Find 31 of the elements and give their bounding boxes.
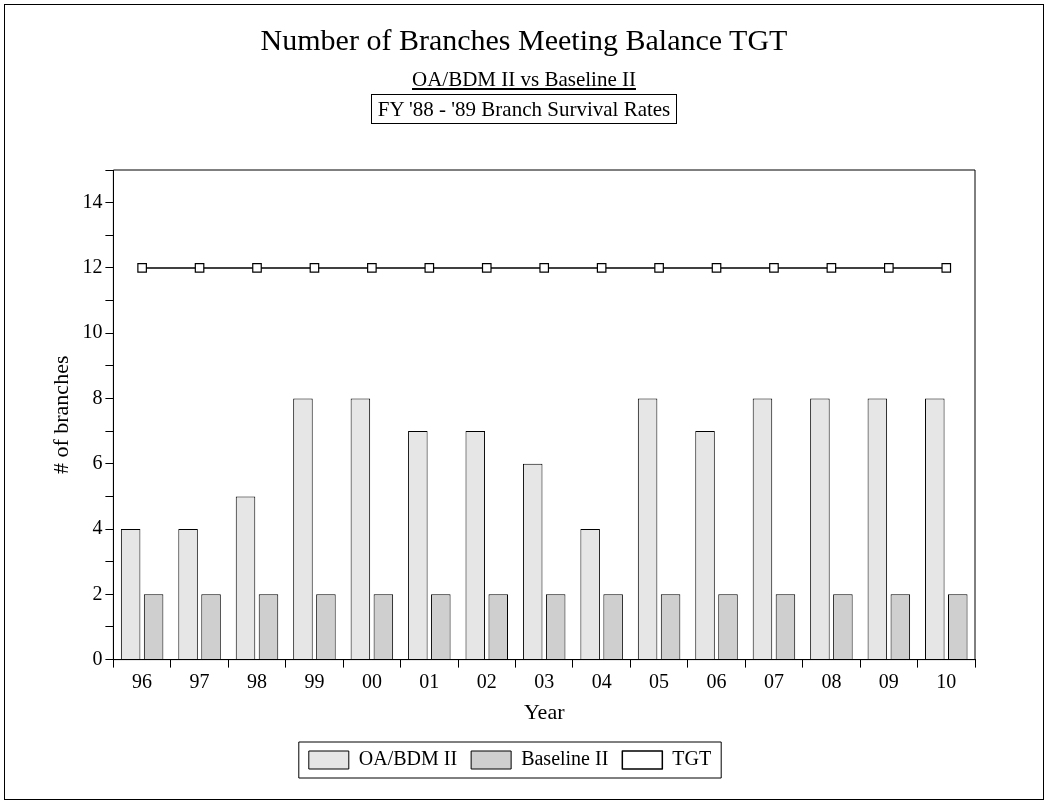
y-tick-label: 4 [92, 516, 103, 539]
x-tick-label: 97 [189, 669, 210, 692]
chart-subtitle: OA/BDM II vs Baseline II [412, 67, 636, 91]
legend-label: TGT [672, 747, 712, 770]
legend-label: OA/BDM II [358, 747, 458, 770]
x-tick-label: 06 [706, 669, 727, 692]
legend-label: Baseline II [521, 747, 609, 770]
y-tick-label: 6 [92, 451, 103, 474]
y-tick-label: 10 [82, 320, 103, 343]
x-tick-label: 00 [361, 669, 382, 692]
x-axis-title: Year [523, 698, 566, 724]
y-axis-title: # of branches [47, 355, 73, 475]
x-tick-label: 04 [591, 669, 612, 692]
x-tick-label: 07 [763, 669, 784, 692]
x-tick-label: 96 [132, 669, 153, 692]
x-tick-label: 02 [476, 669, 497, 692]
y-tick-label: 0 [92, 646, 103, 669]
chart-title: Number of Branches Meeting Balance TGT [259, 23, 789, 57]
y-tick-label: 2 [92, 581, 103, 604]
y-tick-label: 12 [82, 255, 103, 278]
x-tick-label: 99 [304, 669, 325, 692]
x-tick-label: 03 [534, 669, 555, 692]
x-tick-label: 10 [936, 669, 957, 692]
x-tick-label: 98 [247, 669, 267, 692]
x-tick-label: 05 [649, 669, 670, 692]
x-tick-label: 09 [878, 669, 899, 692]
text: FY '88 - '89 Branch Survival Rates [370, 94, 678, 124]
y-tick-label: 8 [92, 385, 103, 408]
x-tick-label: 01 [419, 669, 440, 692]
x-tick-label: 08 [821, 669, 842, 692]
y-tick-label: 14 [82, 189, 103, 212]
